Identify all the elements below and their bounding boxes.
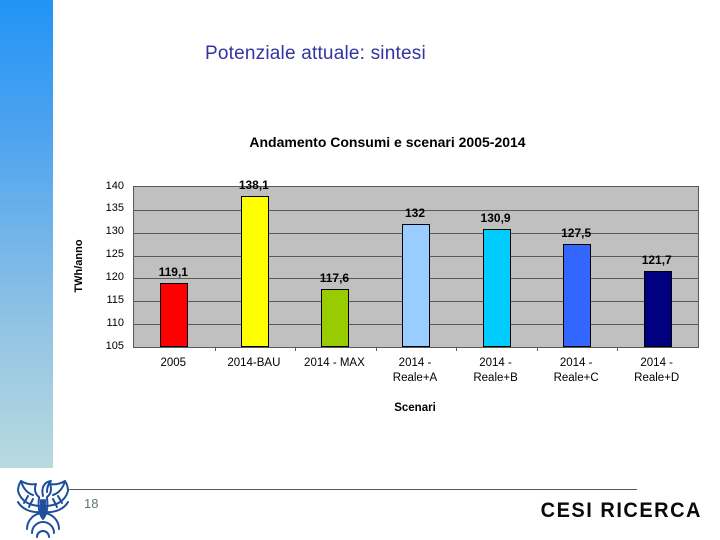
sidebar-gradient-band [0,0,53,468]
bar-chart: Andamento Consumi e scenari 2005-2014 TW… [70,130,705,432]
x-axis-tick [456,347,458,351]
x-axis-tick [214,347,216,351]
x-category-label: 2014-BAU [227,357,281,369]
y-tick-label: 130 [105,225,124,238]
x-axis-tick [375,347,377,351]
y-tick-label: 115 [106,293,124,306]
x-category-label: 2014 - Reale+C [553,357,599,384]
bar-2 [240,195,269,347]
x-axis-tick [536,347,538,351]
y-tick-label: 110 [106,316,124,329]
bar-value-label: 127,5 [561,226,592,241]
chart-title: Andamento Consumi e scenari 2005-2014 [249,134,526,150]
brand-logo-text: CESI RICERCA [540,499,702,523]
x-category-label: 2005 [160,357,187,369]
bar-6 [563,244,592,347]
bar-value-label: 117,6 [319,271,350,286]
x-axis-tick [295,347,297,351]
footer-divider-line [68,489,637,490]
slide-title: Potenziale attuale: sintesi [205,43,426,64]
bar-4 [402,223,430,347]
x-axis-tick [617,347,619,351]
bar-value-label: 121,7 [641,252,672,267]
x-category-label: 2014 - Reale+D [634,357,680,384]
bar-5 [482,228,511,347]
bar-value-label: 130,9 [480,210,511,225]
bar-value-label: 119,1 [158,264,188,279]
page-number: 18 [84,496,99,511]
x-category-label: 2014 - Reale+B [473,357,518,384]
y-tick-label: 105 [105,339,124,352]
gridline [134,209,698,211]
bar-1 [160,282,189,347]
bar-value-label: 132 [404,205,426,220]
x-axis-title: Scenari [394,402,436,414]
y-tick-label: 135 [105,202,124,215]
y-tick-label: 125 [105,248,124,261]
bar-3 [321,289,350,347]
bar-value-label: 138,1 [238,177,269,192]
y-tick-label: 140 [105,179,124,192]
x-category-label: 2014 - Reale+A [392,357,438,384]
bar-7 [643,270,672,347]
x-category-label: 2014 - MAX [304,357,365,369]
eagle-logo-icon [17,480,69,538]
y-tick-label: 120 [105,270,124,283]
plot-area [133,186,699,351]
